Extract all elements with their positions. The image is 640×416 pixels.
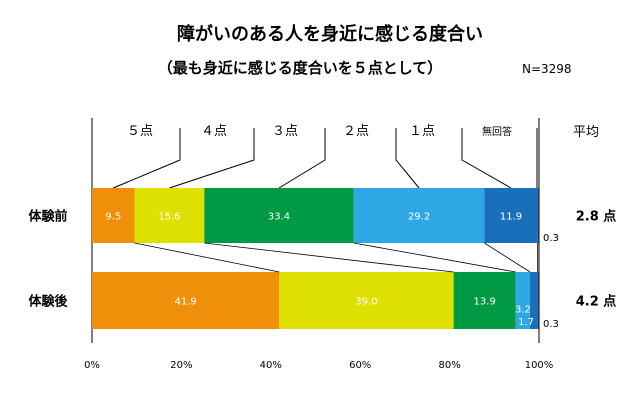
category-label-1: 体験前 [28, 209, 67, 225]
chart-title: 障がいのある人を身近に感じる度合い [177, 23, 483, 45]
value-label-2-6: 0.3 [543, 319, 559, 330]
bar-segment-1-1 [92, 188, 135, 243]
legend-label-4: ２点 [343, 124, 369, 139]
value-label-1-1: 9.5 [105, 212, 121, 223]
x-tick-label: 20% [170, 360, 192, 371]
value-label-1-2: 15.6 [158, 212, 180, 223]
bar-segment-1-5 [484, 188, 538, 243]
x-tick-label: 60% [349, 360, 371, 371]
x-tick-label: 0% [84, 360, 100, 371]
legend-leader-line-3 [278, 128, 326, 189]
value-label-2-5: 1.7 [518, 317, 534, 328]
x-axis: 0% 20% 40% 60% 80% 100% [84, 360, 553, 371]
legend-leader-line-2 [169, 128, 255, 189]
bar-segment-1-4 [353, 188, 485, 243]
connector-line-3 [353, 242, 516, 273]
value-label-1-3: 33.4 [268, 212, 290, 223]
connector-lines [134, 242, 539, 273]
x-tick-label: 40% [260, 360, 282, 371]
legend-label-5: １点 [409, 124, 435, 139]
bar-segment-2-3 [453, 272, 516, 329]
category-label-2: 体験後 [28, 294, 68, 310]
average-values: 2.8 点 4.2 点 [576, 209, 617, 310]
bar-segment-2-2 [279, 272, 454, 329]
average-value-1: 2.8 点 [576, 209, 617, 225]
bar-segment-2-1 [92, 272, 280, 329]
sample-size-label: N=3298 [522, 62, 572, 76]
legend-label-6: 無回答 [482, 125, 512, 138]
value-label-2-4: 3.2 [515, 305, 531, 316]
value-label-2-1: 41.9 [175, 297, 197, 308]
chart-subtitle: （最も身近に感じる度合いを５点として） [158, 59, 443, 77]
x-tick-label: 80% [438, 360, 460, 371]
legend-leader-line-5 [461, 128, 512, 189]
value-label-1-5: 11.9 [500, 212, 522, 223]
legend-label-2: ４点 [201, 124, 227, 139]
average-header: 平均 [573, 125, 599, 140]
value-label-1-6: 0.3 [543, 233, 559, 244]
bar-segment-1-3 [204, 188, 354, 243]
bar-segment-2-4 [515, 272, 531, 329]
value-label-1-4: 29.2 [408, 212, 430, 223]
average-value-2: 4.2 点 [576, 294, 617, 310]
bar-segment-1-2 [134, 188, 205, 243]
connector-line-1 [134, 242, 280, 273]
legend-leader-line-4 [395, 128, 420, 189]
bar-segment-2-6 [537, 272, 539, 329]
legend: ５点 ４点 ３点 ２点 １点 無回答 [113, 124, 538, 189]
bars: 9.5 15.6 33.4 29.2 11.9 0.3 41.9 39.0 13.9 3.21.7… [92, 188, 559, 330]
legend-leader-line-1 [113, 128, 181, 189]
connector-line-2 [204, 242, 454, 273]
bar-segment-1-6 [537, 188, 539, 243]
legend-label-3: ３点 [272, 124, 298, 139]
value-label-2-3: 13.9 [474, 297, 496, 308]
bar-segment-2-5 [530, 272, 538, 329]
value-label-2-2: 39.0 [355, 297, 377, 308]
x-tick-label: 100% [525, 360, 554, 371]
legend-label-1: ５点 [127, 124, 153, 139]
connector-line-4 [484, 242, 531, 273]
